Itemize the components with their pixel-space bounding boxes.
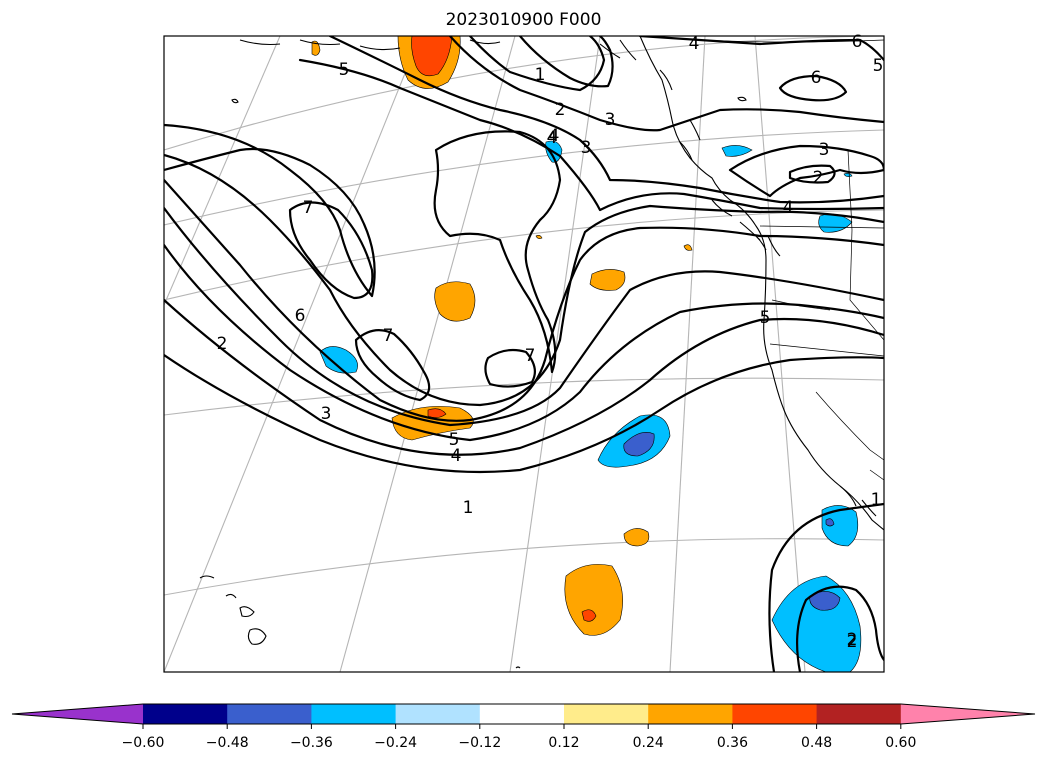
contour-label: 1 — [463, 498, 474, 518]
colorbar-segment — [311, 704, 397, 724]
colorbar-extend-low — [12, 704, 143, 724]
colorbar-tick-label: 0.36 — [717, 735, 748, 751]
contour-label: 1 — [535, 65, 546, 85]
colorbar-segment — [564, 704, 649, 724]
colorbar-segment — [395, 704, 481, 724]
colorbar-tick-label: 0.12 — [548, 735, 579, 751]
contour-label: 4 — [547, 128, 558, 148]
colorbar-tick-label: 0.48 — [801, 735, 832, 751]
colorbar-tick-label: −0.36 — [290, 735, 333, 751]
colorbar-tick-label: 0.60 — [885, 735, 916, 751]
contour-labels: 1 2 3 4 5 6 7 7 7 6 5 4 3 2 1 2 3 4 5 6 … — [217, 32, 884, 652]
contour-label: 2 — [847, 630, 858, 650]
shaded-anomalies — [311, 36, 862, 672]
graticule — [164, 36, 884, 672]
contour-label: 4 — [451, 446, 462, 466]
colorbar-segment — [227, 704, 312, 724]
contour-label: 6 — [852, 32, 863, 52]
contour-label: 3 — [605, 110, 616, 130]
map-frame — [163, 35, 885, 673]
colorbar-extend-high — [900, 704, 1035, 724]
contour-label: 7 — [525, 346, 536, 366]
contour-label: 5 — [339, 60, 350, 80]
contour-label: 5 — [449, 430, 460, 450]
contour-label: 2 — [555, 100, 566, 120]
contour-label: 3 — [819, 140, 830, 160]
contour-label: 2 — [217, 334, 228, 354]
coastlines — [199, 36, 884, 669]
contour-label: 5 — [760, 308, 771, 328]
colorbar-segment — [648, 704, 733, 724]
height-contours — [164, 36, 884, 672]
contour-label: 2 — [813, 168, 824, 188]
contour-label: 4 — [549, 126, 560, 146]
contour-label: 7 — [303, 198, 314, 218]
colorbar: −0.60 −0.48 −0.36 −0.24 −0.12 0.12 0.24 0.36 0.4… — [11, 703, 1036, 751]
contour-label: 6 — [811, 68, 822, 88]
map-title: 2023010900 F000 — [445, 10, 602, 30]
contour-label: 1 — [871, 490, 882, 510]
colorbar-tick-label: −0.12 — [458, 735, 501, 751]
colorbar-segment — [732, 704, 818, 724]
map-area — [164, 36, 884, 672]
contour-label: 3 — [581, 138, 592, 158]
colorbar-tick-label: −0.60 — [122, 735, 165, 751]
colorbar-segment — [479, 704, 565, 724]
contour-label: 2 — [847, 632, 858, 652]
contour-label: 3 — [321, 404, 332, 424]
contour-label: 5 — [873, 56, 884, 76]
colorbar-segment — [816, 704, 902, 724]
colorbar-tick-label: −0.24 — [374, 735, 417, 751]
colorbar-tick-label: 0.24 — [633, 735, 664, 751]
colorbar-segment — [143, 704, 228, 724]
contour-label: 7 — [383, 326, 394, 346]
colorbar-tick-label: −0.48 — [206, 735, 249, 751]
contour-label: 6 — [295, 306, 306, 326]
contour-label: 4 — [783, 198, 794, 218]
contour-label: 4 — [689, 34, 700, 54]
